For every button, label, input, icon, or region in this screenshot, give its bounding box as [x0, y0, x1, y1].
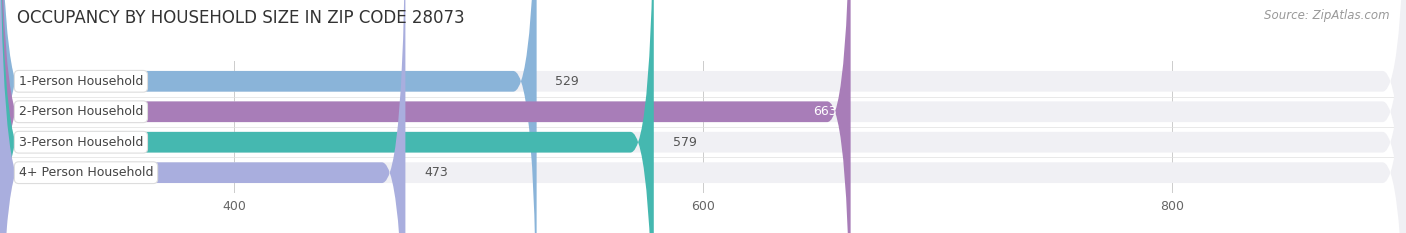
FancyBboxPatch shape — [0, 0, 851, 233]
Text: Source: ZipAtlas.com: Source: ZipAtlas.com — [1264, 9, 1389, 22]
Text: 579: 579 — [672, 136, 696, 149]
Text: 529: 529 — [555, 75, 579, 88]
Text: 1-Person Household: 1-Person Household — [18, 75, 143, 88]
FancyBboxPatch shape — [0, 0, 654, 233]
Text: OCCUPANCY BY HOUSEHOLD SIZE IN ZIP CODE 28073: OCCUPANCY BY HOUSEHOLD SIZE IN ZIP CODE … — [17, 9, 464, 27]
Text: 4+ Person Household: 4+ Person Household — [18, 166, 153, 179]
Text: 3-Person Household: 3-Person Household — [18, 136, 143, 149]
Text: 2-Person Household: 2-Person Household — [18, 105, 143, 118]
Text: 663: 663 — [813, 105, 837, 118]
FancyBboxPatch shape — [0, 0, 537, 233]
Text: 473: 473 — [425, 166, 449, 179]
FancyBboxPatch shape — [0, 0, 405, 233]
